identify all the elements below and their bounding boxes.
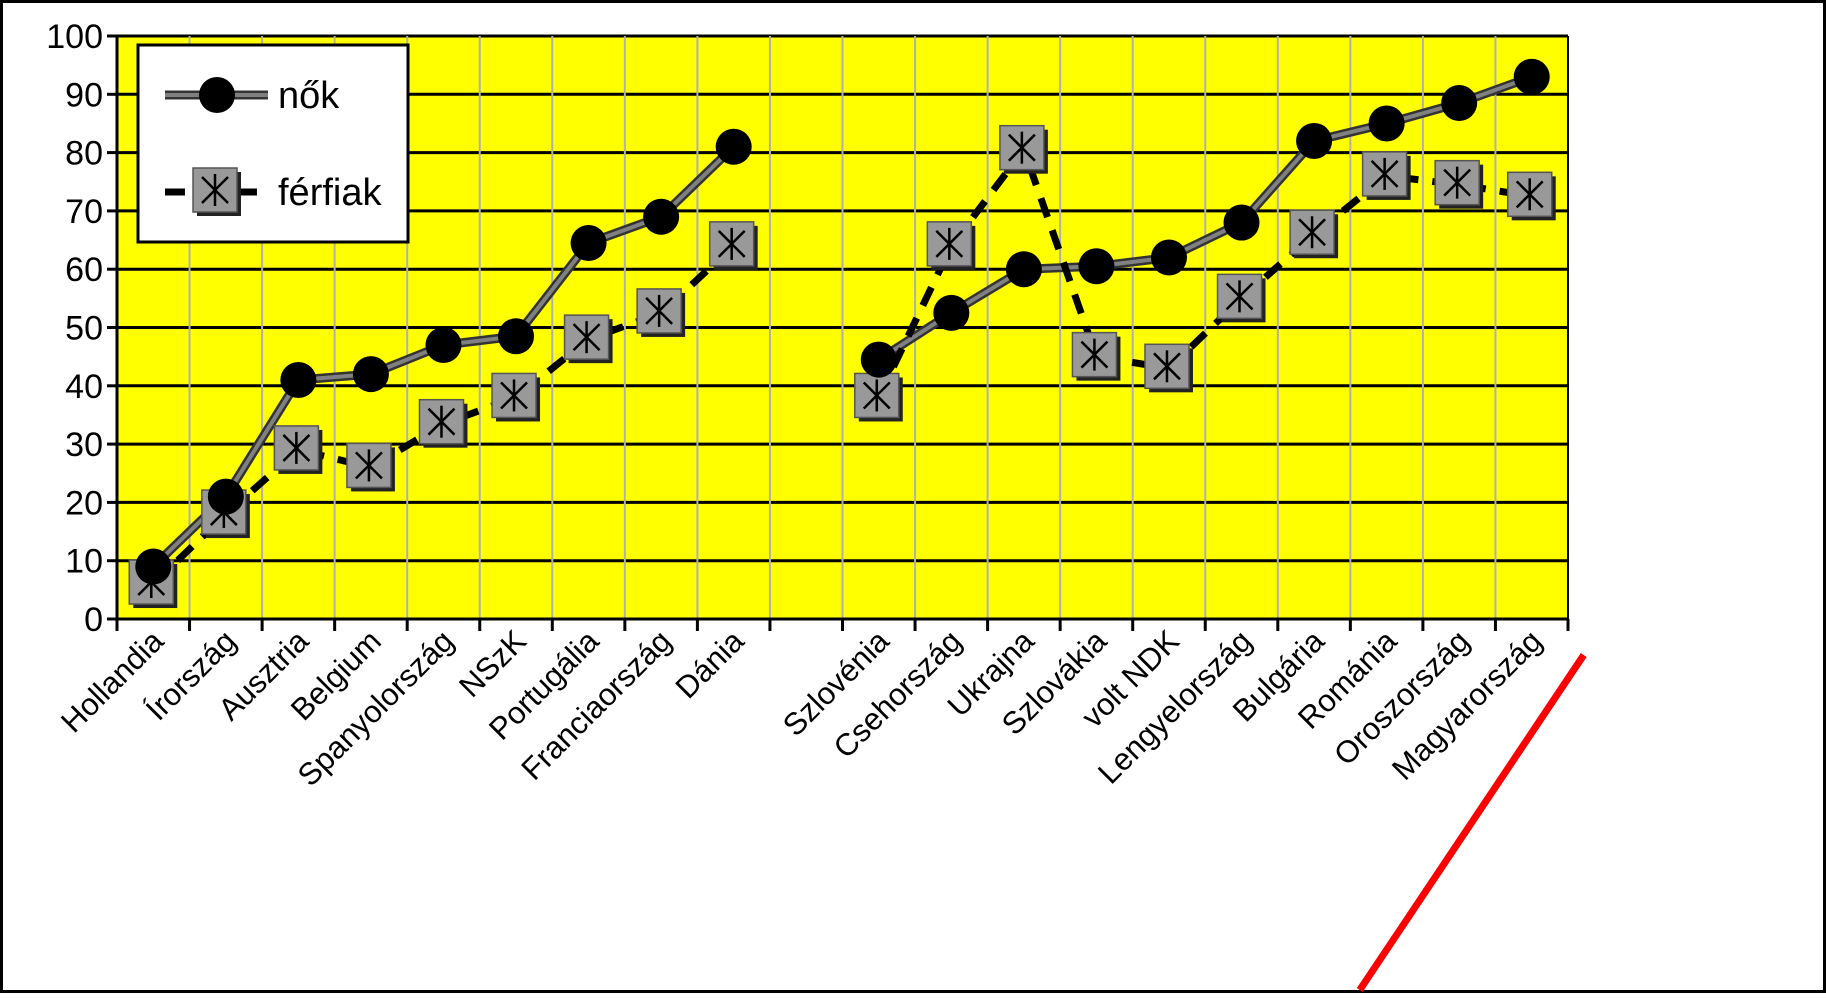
legend: nők férfiak xyxy=(138,45,408,242)
women-marker xyxy=(208,479,244,515)
legend-marker-men xyxy=(193,168,241,216)
y-tick-label: 60 xyxy=(65,251,103,289)
men-marker xyxy=(347,443,395,491)
men-marker xyxy=(1435,161,1483,209)
women-marker xyxy=(643,199,679,235)
women-marker xyxy=(933,295,969,331)
men-marker xyxy=(1508,172,1556,220)
men-marker xyxy=(710,222,758,270)
men-marker xyxy=(1145,344,1193,392)
women-marker xyxy=(571,225,607,261)
men-marker xyxy=(419,400,467,448)
y-tick-label: 80 xyxy=(65,135,103,173)
legend-label-women: nők xyxy=(278,75,340,117)
men-marker xyxy=(492,373,540,421)
men-marker xyxy=(927,222,975,270)
women-marker xyxy=(498,318,534,354)
y-tick-label: 90 xyxy=(65,76,103,114)
y-tick-label: 40 xyxy=(65,368,103,406)
women-marker xyxy=(1514,59,1550,95)
men-marker xyxy=(1363,152,1411,200)
women-marker xyxy=(1078,248,1114,284)
y-tick-label: 50 xyxy=(65,310,103,348)
women-marker xyxy=(135,549,171,585)
y-tick-label: 30 xyxy=(65,426,103,464)
legend-label-men: férfiak xyxy=(278,172,382,214)
women-marker xyxy=(1224,205,1260,241)
women-marker xyxy=(1441,85,1477,121)
women-marker xyxy=(353,356,389,392)
y-tick-label: 70 xyxy=(65,193,103,231)
men-marker xyxy=(1290,210,1338,258)
men-marker xyxy=(855,373,903,421)
men-marker xyxy=(1000,126,1048,174)
women-marker xyxy=(1151,240,1187,276)
men-marker xyxy=(1218,274,1266,322)
men-marker xyxy=(565,315,613,363)
women-marker xyxy=(425,327,461,363)
women-marker xyxy=(1369,105,1405,141)
women-marker xyxy=(716,129,752,165)
women-marker xyxy=(280,362,316,398)
men-marker xyxy=(637,289,685,337)
men-marker xyxy=(1072,333,1120,381)
y-tick-label: 0 xyxy=(84,601,103,639)
y-tick-label: 20 xyxy=(65,484,103,522)
y-tick-label: 10 xyxy=(65,543,103,581)
legend-marker-women xyxy=(199,77,235,113)
women-marker xyxy=(1296,123,1332,159)
y-tick-label: 100 xyxy=(46,18,103,56)
women-marker xyxy=(861,342,897,378)
men-marker xyxy=(274,426,322,474)
women-marker xyxy=(1006,251,1042,287)
